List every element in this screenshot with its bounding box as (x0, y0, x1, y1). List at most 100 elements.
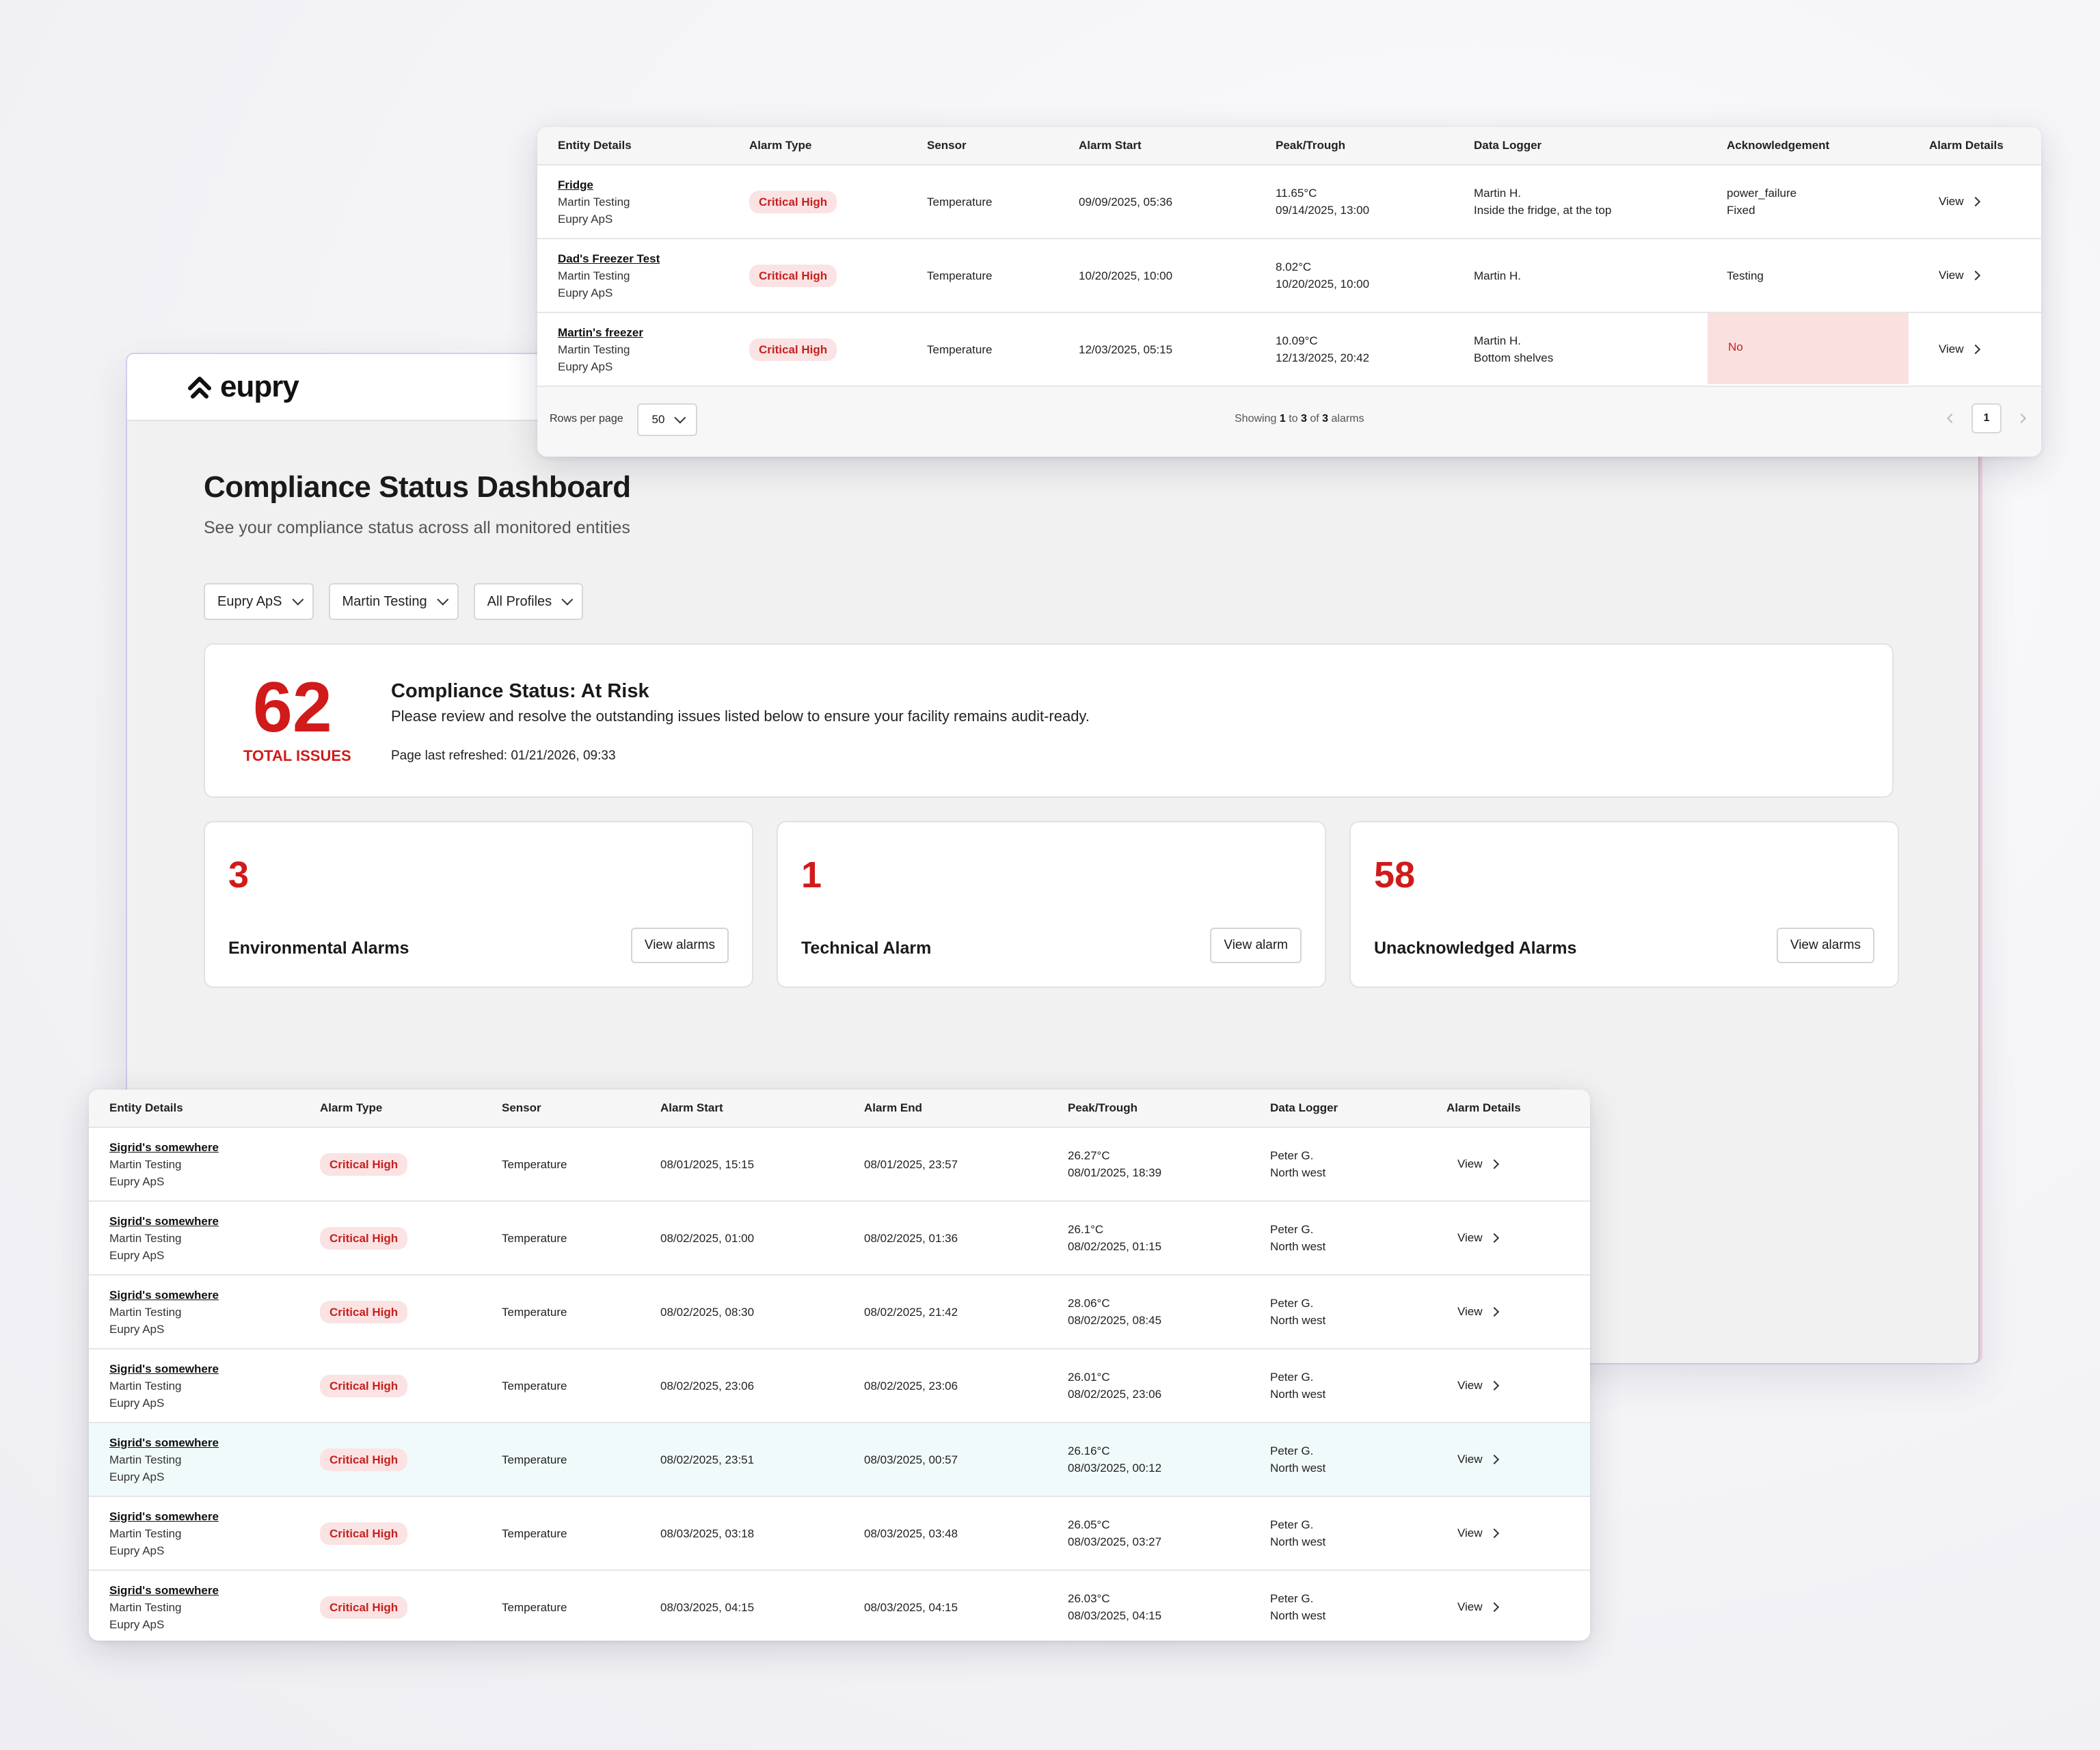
entity-name-link[interactable]: Sigrid's somewhere (109, 1509, 219, 1523)
environmental-alarms-card: 3 Environmental Alarms View alarms (204, 821, 753, 988)
entity-name-link[interactable]: Sigrid's somewhere (109, 1436, 219, 1449)
showing-to-word: to (1289, 413, 1298, 425)
environmental-alarms-table: Entity Details Alarm Type Sensor Alarm Star… (89, 1090, 1590, 1641)
entity-location: Martin Testing (558, 269, 630, 282)
peak-time: 10/20/2025, 10:00 (1276, 278, 1370, 291)
metric-value: 1 (801, 854, 822, 896)
sensor: Temperature (502, 1453, 567, 1466)
view-label: View (1457, 1526, 1483, 1539)
alarm-type: Critical High (320, 1596, 408, 1619)
view-label: View (1457, 1453, 1483, 1466)
data-logger: Peter G. North west (1270, 1369, 1325, 1403)
peak-value: 26.03°C (1068, 1592, 1110, 1605)
entity-name-link[interactable]: Sigrid's somewhere (109, 1288, 219, 1302)
entity-name-link[interactable]: Sigrid's somewhere (109, 1362, 219, 1375)
sensor: Temperature (502, 1305, 567, 1319)
entity-company: Eupry ApS (558, 286, 613, 299)
chevron-right-icon (1970, 196, 1980, 207)
entity-details: Sigrid's somewhere Martin Testing Eupry Ap… (109, 1434, 219, 1485)
logger-location: North west (1270, 1314, 1326, 1327)
alarm-start: 08/01/2025, 15:15 (660, 1157, 755, 1171)
showing-suffix: alarms (1331, 413, 1364, 425)
entity-name-link[interactable]: Sigrid's somewhere (109, 1583, 219, 1597)
unacknowledged-alarms-card: 58 Unacknowledged Alarms View alarms (1349, 821, 1899, 988)
brand-logo[interactable]: eupry (186, 370, 299, 404)
logger-location: North west (1270, 1462, 1326, 1475)
entity-company: Eupry ApS (109, 1470, 165, 1483)
peak-time: 08/03/2025, 00:12 (1068, 1462, 1162, 1475)
total-issues-count: 62 (253, 668, 332, 747)
logger-name: Martin H. (1474, 334, 1521, 347)
sensor: Temperature (502, 1157, 567, 1171)
view-label: View (1457, 1600, 1483, 1613)
logger-location: North west (1270, 1388, 1326, 1401)
table-footer: Rows per page 50 Showing 1 to 3 of 3 ala… (537, 387, 2041, 457)
page-number-button[interactable]: 1 (1971, 403, 2002, 433)
view-alarm-button[interactable]: View (1457, 1600, 1499, 1614)
entity-name-link[interactable]: Martin's freezer (558, 325, 643, 339)
peak-value: 28.06°C (1068, 1297, 1110, 1310)
view-environmental-alarms-button[interactable]: View alarms (630, 928, 729, 963)
chevron-down-icon (291, 593, 304, 606)
peak-time: 09/14/2025, 13:00 (1276, 204, 1370, 217)
rows-per-page-select[interactable]: 50 (637, 403, 697, 436)
entity-name-link[interactable]: Dad's Freezer Test (558, 252, 660, 265)
alarm-type-badge: Critical High (320, 1374, 408, 1397)
view-label: View (1457, 1157, 1483, 1170)
entity-details: Dad's Freezer Test Martin Testing Eupry Ap… (558, 250, 660, 301)
view-alarm-button[interactable]: View (1457, 1231, 1499, 1245)
entity-details: Martin's freezer Martin Testing Eupry ApS (558, 324, 643, 375)
alarm-start: 08/02/2025, 08:30 (660, 1305, 755, 1319)
alarm-type: Critical High (320, 1300, 408, 1323)
showing-from: 1 (1279, 413, 1286, 425)
peak-time: 08/02/2025, 01:15 (1068, 1240, 1162, 1253)
peak-time: 08/01/2025, 18:39 (1068, 1166, 1162, 1179)
view-alarm-button[interactable]: View (1457, 1379, 1499, 1392)
table-row: Fridge Martin Testing Eupry ApS Critical Hi… (537, 165, 2041, 239)
alarm-type-badge: Critical High (749, 338, 837, 361)
view-alarm-button[interactable]: View (1457, 1157, 1499, 1171)
view-alarm-button[interactable]: View (1457, 1453, 1499, 1466)
table-body: Sigrid's somewhere Martin Testing Eupry Ap… (89, 1128, 1590, 1641)
entity-location: Martin Testing (109, 1231, 182, 1245)
entity-location: Martin Testing (109, 1157, 182, 1171)
profile-filter[interactable]: All Profiles (473, 583, 584, 620)
view-alarm-button[interactable]: View (1939, 195, 1980, 208)
compliance-status-description: Please review and resolve the outstandin… (391, 708, 1090, 725)
entity-company: Eupry ApS (558, 360, 613, 373)
view-alarm-button[interactable]: View (1457, 1526, 1499, 1540)
view-alarm-button[interactable]: View (1939, 342, 1980, 356)
profile-filter-label: All Profiles (487, 593, 552, 609)
showing-of-word: of (1310, 413, 1319, 425)
entity-name-link[interactable]: Sigrid's somewhere (109, 1214, 219, 1228)
table-row: Sigrid's somewhere Martin Testing Eupry Ap… (89, 1423, 1590, 1497)
table-row: Sigrid's somewhere Martin Testing Eupry Ap… (89, 1497, 1590, 1571)
alarm-type-badge: Critical High (320, 1226, 408, 1250)
view-technical-alarm-button[interactable]: View alarm (1210, 928, 1302, 963)
chevron-right-icon (1970, 270, 1980, 281)
acknowledgement: Testing (1727, 267, 1764, 284)
peak-time: 08/02/2025, 23:06 (1068, 1388, 1162, 1401)
entity-details: Sigrid's somewhere Martin Testing Eupry Ap… (109, 1360, 219, 1412)
alarm-type: Critical High (320, 1374, 408, 1397)
data-logger: Peter G. North west (1270, 1590, 1325, 1624)
page-title: Compliance Status Dashboard (204, 470, 631, 504)
alarm-type: Critical High (320, 1448, 408, 1471)
view-alarm-button[interactable]: View (1939, 269, 1980, 282)
location-filter[interactable]: Martin Testing (328, 583, 459, 620)
alarm-type-badge: Critical High (320, 1448, 408, 1471)
company-filter[interactable]: Eupry ApS (204, 583, 314, 620)
chevron-right-icon (1489, 1306, 1499, 1317)
technical-alarm-card: 1 Technical Alarm View alarm (777, 821, 1326, 988)
view-label: View (1939, 269, 1964, 282)
entity-name-link[interactable]: Fridge (558, 178, 593, 191)
last-refreshed-text: Page last refreshed: 01/21/2026, 09:33 (391, 749, 616, 763)
entity-location: Martin Testing (109, 1600, 182, 1614)
view-alarm-button[interactable]: View (1457, 1305, 1499, 1319)
previous-page-icon[interactable] (1946, 413, 1957, 424)
next-page-icon[interactable] (2016, 413, 2027, 424)
dashboard-body: Compliance Status Dashboard See your com… (127, 470, 1978, 988)
peak-trough: 26.16°C 08/03/2025, 00:12 (1068, 1442, 1161, 1477)
entity-name-link[interactable]: Sigrid's somewhere (109, 1140, 219, 1154)
view-unacknowledged-alarms-button[interactable]: View alarms (1776, 928, 1874, 963)
